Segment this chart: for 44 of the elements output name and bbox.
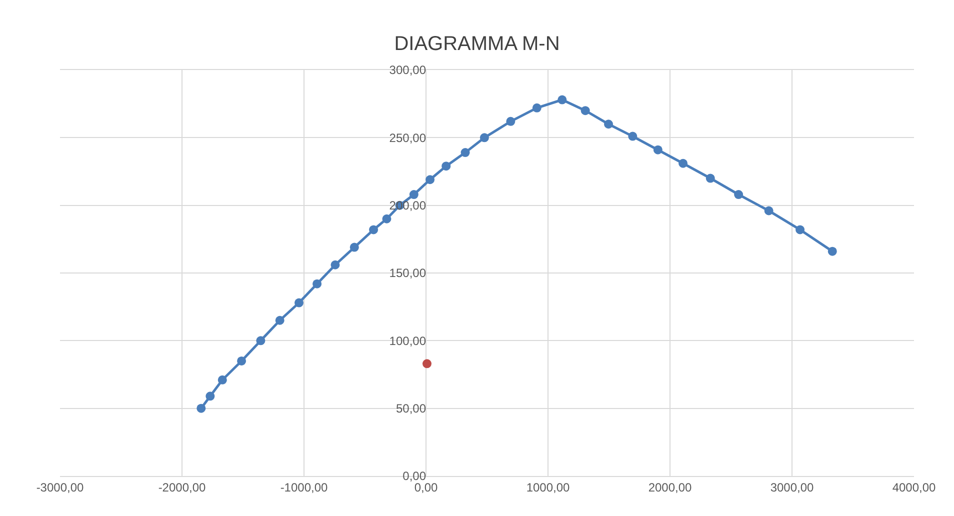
point bbox=[196, 404, 206, 413]
x-tick-label: -3000,00 bbox=[36, 480, 84, 494]
point bbox=[734, 190, 744, 200]
point bbox=[628, 132, 638, 141]
point bbox=[706, 174, 715, 183]
point bbox=[237, 356, 246, 366]
point bbox=[369, 225, 378, 234]
x-tick-label: 2000,00 bbox=[648, 480, 692, 494]
point bbox=[442, 162, 451, 171]
point bbox=[678, 158, 688, 168]
point bbox=[796, 225, 805, 234]
point bbox=[422, 359, 432, 368]
y-tick-label: 100,00 bbox=[389, 334, 426, 348]
point bbox=[256, 336, 266, 346]
x-tick-label: 3000,00 bbox=[770, 480, 814, 494]
x-tick-label: 4000,00 bbox=[892, 480, 936, 494]
point bbox=[294, 298, 304, 308]
point bbox=[480, 133, 489, 142]
x-tick-label: -2000,00 bbox=[158, 480, 206, 494]
point bbox=[828, 246, 837, 256]
point bbox=[532, 103, 542, 112]
point bbox=[604, 120, 614, 129]
point bbox=[275, 316, 284, 325]
point bbox=[764, 206, 774, 216]
point bbox=[653, 145, 662, 154]
y-tick-label: 150,00 bbox=[389, 266, 426, 280]
point bbox=[558, 95, 567, 104]
point bbox=[426, 175, 435, 184]
point bbox=[218, 375, 227, 384]
point bbox=[580, 106, 590, 116]
point bbox=[330, 260, 340, 270]
point bbox=[382, 214, 392, 224]
point bbox=[409, 190, 418, 200]
point bbox=[206, 392, 215, 401]
x-tick-label: 1000,00 bbox=[526, 480, 570, 494]
point bbox=[350, 242, 359, 252]
point bbox=[312, 279, 322, 288]
x-tick-label: -1000,00 bbox=[280, 480, 328, 494]
y-tick-label: 300,00 bbox=[389, 63, 426, 78]
chart-title: DIAGRAMMA M-N bbox=[394, 33, 560, 56]
y-tick-label: 50,00 bbox=[396, 402, 426, 416]
y-tick-label: 250,00 bbox=[389, 130, 426, 145]
point bbox=[460, 148, 470, 158]
point bbox=[506, 116, 516, 126]
